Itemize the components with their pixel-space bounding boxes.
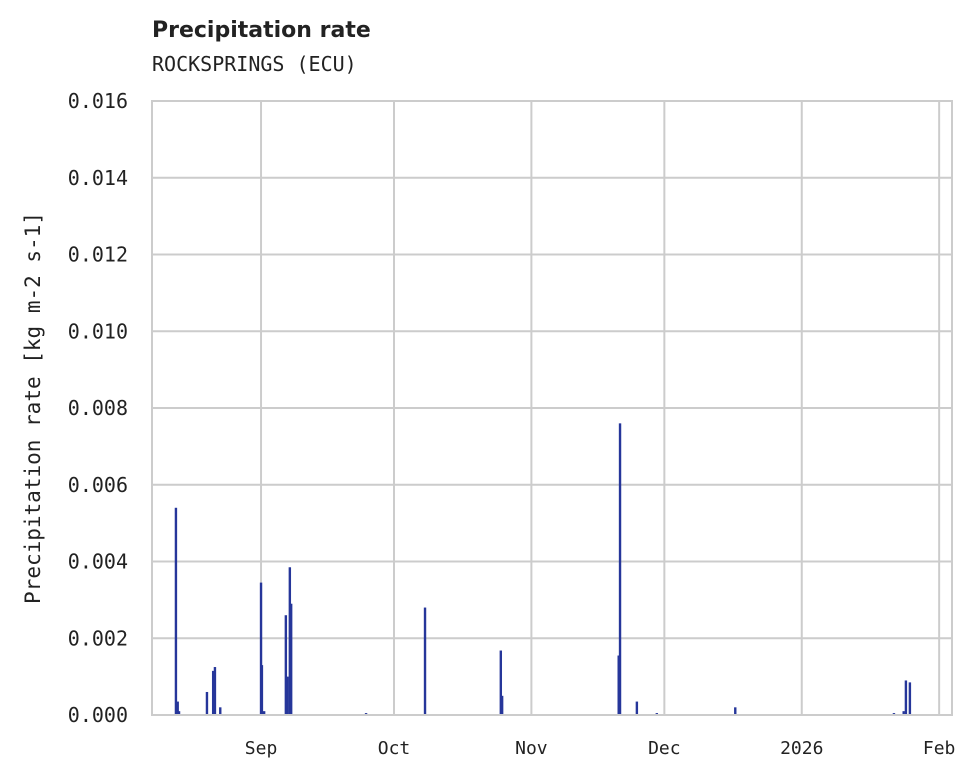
precip-bar [902, 711, 905, 715]
precip-bar [177, 711, 181, 715]
precip-bar [260, 665, 264, 715]
plot-frame [151, 100, 953, 716]
precip-bar [908, 682, 912, 715]
precip-bar [289, 603, 293, 715]
precip-bar [734, 707, 737, 715]
precip-bar [618, 423, 622, 715]
x-tick-label: 2026 [780, 738, 823, 759]
precip-bar [284, 615, 288, 715]
chart-subtitle: ROCKSPRINGS (ECU) [152, 52, 357, 76]
x-tick-label: Dec [648, 738, 681, 759]
y-axis-label: Precipitation rate [kg m-2 s-1] [21, 212, 45, 604]
x-tick-label: Nov [515, 738, 548, 759]
x-tick-label: Sep [245, 738, 278, 759]
precip-bar [617, 655, 620, 715]
y-tick-label: 0.006 [68, 473, 128, 497]
precip-bar [176, 701, 179, 715]
y-tick-label: 0.004 [68, 550, 128, 574]
precip-bar [904, 680, 908, 715]
y-tick-label: 0.008 [68, 396, 128, 420]
precip-bar [500, 695, 504, 715]
y-tick-label: 0.010 [68, 319, 128, 343]
precip-bar [174, 507, 178, 715]
precip-bar [635, 701, 639, 715]
y-tick-label: 0.012 [68, 243, 128, 267]
precip-bar [205, 691, 209, 715]
precip-bar [211, 670, 215, 715]
y-tick-label: 0.002 [68, 626, 128, 650]
precip-bar [213, 667, 217, 715]
precip-bar [262, 711, 266, 715]
x-tick-label: Feb [923, 738, 956, 759]
y-tick-label: 0.016 [68, 89, 128, 113]
chart-title: Precipitation rate [152, 18, 371, 43]
precip-bar [288, 567, 292, 715]
precip-bar [499, 650, 503, 715]
precip-bar [219, 707, 222, 715]
precip-bar [259, 582, 263, 715]
y-tick-label: 0.014 [68, 166, 128, 190]
y-tick-label: 0.000 [68, 703, 128, 727]
precip-bar [423, 607, 427, 715]
precip-bar [286, 676, 289, 715]
x-tick-label: Oct [378, 738, 411, 759]
